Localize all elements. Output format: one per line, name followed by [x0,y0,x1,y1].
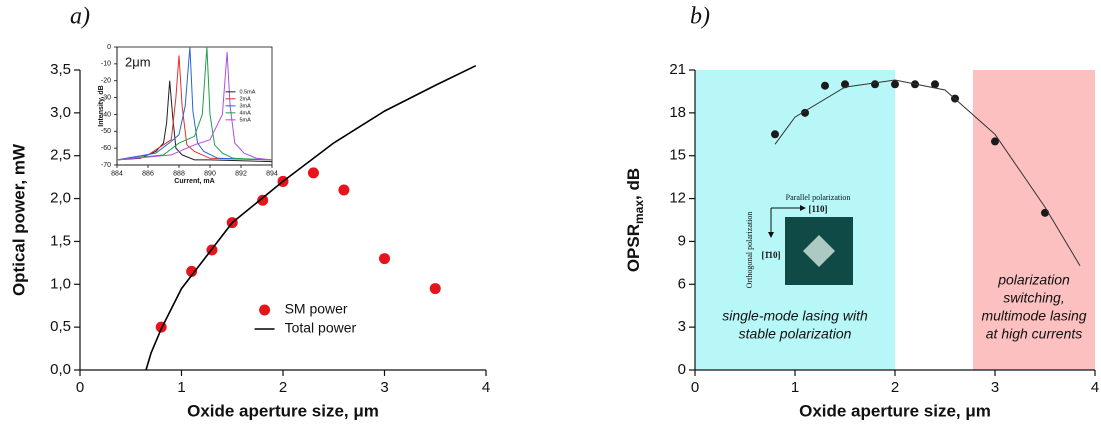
data-point [186,265,198,277]
data-point [891,80,899,89]
x-tick-label: 888 [173,170,185,177]
y-tick-label: 3,5 [50,61,71,78]
y-tick-label: 18 [669,104,686,121]
x-tick-label: 0 [691,379,699,396]
data-point [801,108,809,117]
y-tick-label: 1,0 [50,275,71,292]
legend-label: 0.5mA [240,89,256,95]
series-line [116,55,273,161]
legend-marker [259,304,271,316]
x-tick-label: 890 [204,170,216,177]
legend-label: SM power [285,301,348,317]
y-tick-label: 0 [678,361,686,378]
region-label: switching, [1003,290,1064,306]
x-tick-label: 4 [482,379,490,396]
legend-label: 4mA [240,110,252,116]
data-point [338,184,350,196]
y-tick-label: 15 [669,147,686,164]
y-tick-label: 0,0 [50,361,71,378]
y-tick-label: 1,5 [50,232,71,249]
legend-label: 5mA [240,117,252,123]
x-axis-label: Current, mA [174,178,214,185]
data-point [307,167,319,179]
y-tick-label: -60 [101,145,111,152]
y-tick-label: 0 [107,44,111,51]
x-tick-label: 892 [235,170,247,177]
data-point [931,80,939,89]
x-tick-label: 1 [177,379,185,396]
legend-label: 3mA [240,103,252,109]
image-spot [803,235,835,267]
series-line [145,64,477,371]
data-point [429,283,441,295]
y-tick-label: 3,0 [50,104,71,121]
data-point [991,137,999,146]
x-tick-label: 2 [891,379,899,396]
legend-label: Total power [285,320,357,336]
annotation: [1̄10] [762,250,781,260]
y-axis-label: Optical power, mW [9,143,28,296]
x-axis-label: Oxide aperture size, μm [799,401,991,420]
data-point [871,80,879,89]
data-point [771,130,779,139]
x-axis-label: Oxide aperture size, μm [187,401,379,420]
annotation: Parallel polarization [786,193,851,202]
x-tick-label: 886 [142,170,154,177]
y-tick-label: -70 [101,162,111,169]
y-axis-label: Intensity, dB [98,85,105,126]
region-label: single-mode lasing with [722,308,868,324]
y-tick-label: 6 [678,275,686,292]
legend-label: 2mA [240,96,252,102]
region [973,70,1095,370]
region-label: stable polarization [739,326,852,342]
series-line [774,79,1081,266]
arrow-head [768,232,774,238]
y-axis-label-sub: max [632,200,646,224]
annotation: Orthogonal polarization [745,212,754,289]
y-axis-label-main: OPSR [624,224,643,272]
data-point [821,81,829,90]
region-label: polarization [997,272,1070,288]
x-tick-label: 3 [380,379,388,396]
y-tick-label: 2,0 [50,190,71,207]
x-tick-label: 3 [991,379,999,396]
series-line [116,46,273,161]
data-point [257,194,269,206]
y-tick-label: -30 [101,94,111,101]
x-tick-label: 894 [266,170,278,177]
annotation: 2μm [125,54,151,69]
y-tick-label: -50 [101,128,111,135]
chart-title: a) [70,4,90,30]
y-tick-label: 0,5 [50,318,71,335]
region-label: at high currents [986,326,1083,342]
series-line [116,46,273,161]
y-axis-label: OPSRmax, dB [624,168,646,272]
data-point [379,253,390,265]
y-tick-label: 2,5 [50,147,71,164]
series-line [116,80,273,163]
polarization-image: Parallel polarization [110] Orthogonal p… [745,193,853,289]
data-point [841,80,849,89]
series-line [116,52,273,161]
y-tick-label: 12 [669,190,686,207]
y-axis-label-unit: , dB [624,168,643,200]
y-tick-label: 9 [678,232,686,249]
x-tick-label: 2 [279,379,287,396]
x-tick-label: 1 [791,379,799,396]
x-tick-label: 4 [1091,379,1099,396]
x-tick-label: 0 [76,379,84,396]
region-label: multimode lasing [981,308,1086,324]
y-tick-label: -10 [101,61,111,68]
y-tick-label: 21 [669,61,686,78]
y-tick-label: 3 [678,318,686,335]
y-tick-label: -20 [101,78,111,85]
chart-title: b) [690,4,710,30]
y-tick-label: -40 [101,111,111,118]
data-point [1041,208,1049,217]
arrow-head [800,205,806,211]
x-tick-label: 884 [111,170,123,177]
annotation: [110] [809,204,828,214]
